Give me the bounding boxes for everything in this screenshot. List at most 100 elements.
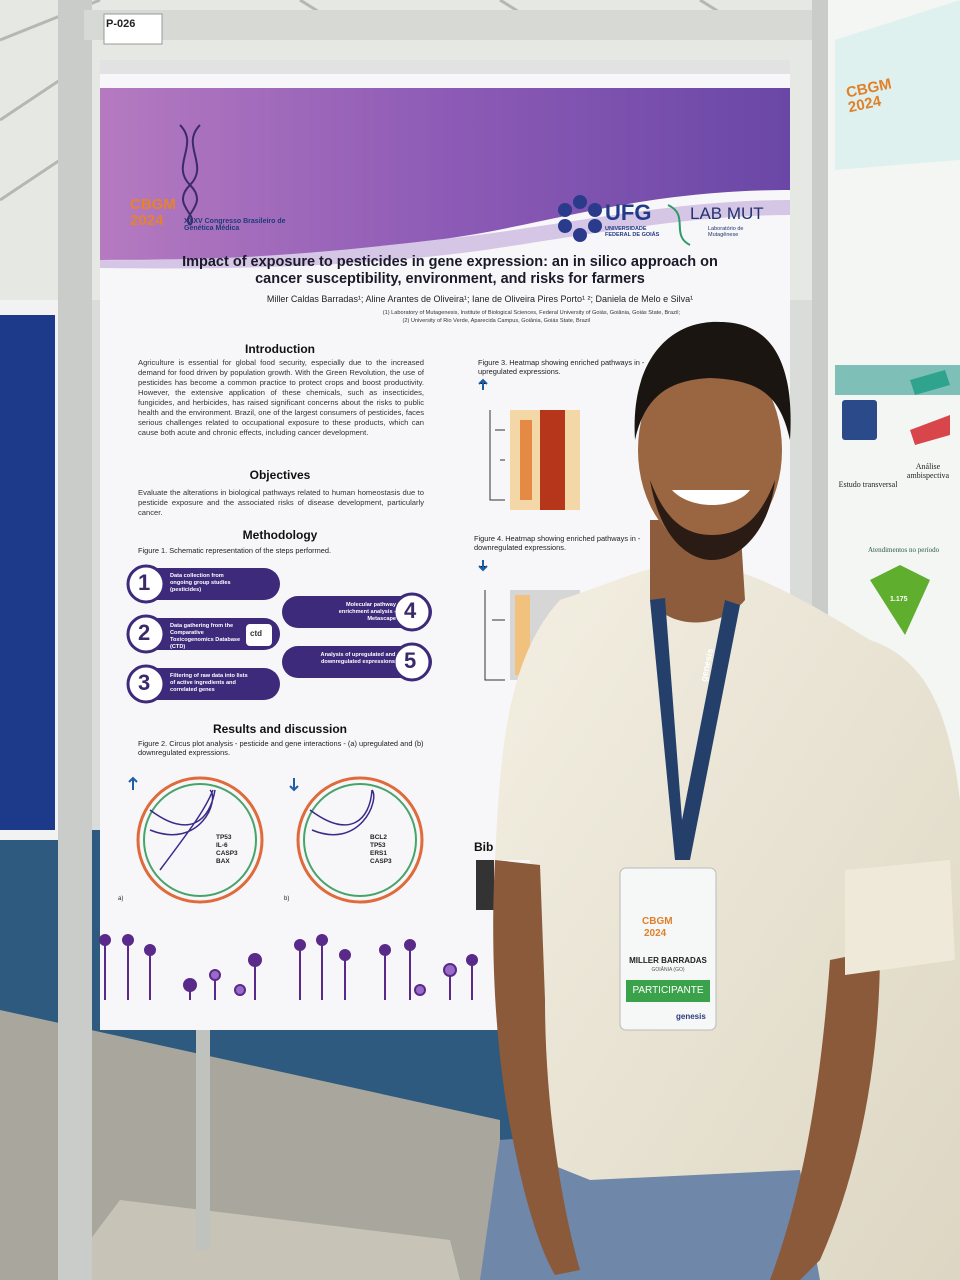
shape [126,614,166,654]
badge-sponsor: genesis [676,1012,706,1021]
ctd-logo: ctd [250,629,262,638]
shape [588,203,602,217]
gene-label: CASP3 [370,858,392,865]
introduction-text: Agriculture is essential for global food… [138,358,424,437]
shape [573,228,587,242]
lanyard [650,598,740,860]
header-wave [100,200,790,269]
badge [619,867,717,1031]
gene-label: BAX [216,858,230,865]
shape [489,410,505,501]
shape [182,124,201,226]
gene-label: ERS1 [370,850,387,857]
step-text: Data collection from ongoing group studi… [170,573,231,593]
section-heading: Bib [474,840,494,854]
badge-role: PARTICIPANTE [632,985,704,996]
side-count: 1.175 [890,596,908,603]
shape [296,776,424,904]
shape [316,934,328,946]
shape [248,953,262,967]
shape [126,564,166,604]
shape [478,560,488,572]
panel-label: b) [284,896,290,902]
shape [130,668,280,700]
step-number: 3 [138,670,151,695]
shape [289,778,299,792]
circus-plots [128,776,424,904]
shape [443,963,457,977]
shape [246,624,272,646]
floor-tile [60,1200,460,1280]
right-arm [770,950,880,1280]
shape [128,776,138,790]
decorative-lollipops [99,934,478,1000]
shape [478,378,488,390]
badge-role-band [626,980,710,1002]
step-number: 4 [404,598,417,623]
shape [144,944,156,956]
figure-caption: Figure 3. Heatmap showing enriched pathw… [478,358,645,376]
neighbor-poster-body [0,315,55,830]
poster-title: Impact of exposure to pesticides in gene… [182,254,718,287]
event-logo-year: 2024 [130,212,164,229]
frame-leg [196,1030,210,1250]
panel-label: a) [118,896,124,902]
badge-city: GOIÂNIA (GO) [651,967,685,973]
section-heading: Objectives [249,468,311,482]
step-text: Data gathering from the Comparative Toxi… [170,623,241,650]
poster-header [100,88,790,260]
event-logo-art [179,124,201,226]
hair [634,321,791,440]
shape [122,934,134,946]
lab-subtitle: Laboratório de Mutagênese [708,226,744,238]
gene-label: CASP3 [216,850,238,857]
shape [0,78,61,122]
booth-label: P-026 [106,18,136,30]
gene-label: IL-6 [216,842,228,849]
shape [392,592,432,632]
shape [466,954,478,966]
event-logo-name: CBGM [130,196,176,213]
objectives-text: Evaluate the alterations in biological p… [138,488,424,517]
gene-label: TP53 [216,834,232,841]
side-poster-header [835,0,960,170]
affiliation: (2) University of Rio Verde, Aparecida C… [402,318,590,324]
step-text: Filtering of raw data into lists of acti… [170,673,248,693]
smile [672,490,750,505]
shape [588,219,602,233]
poster-rod [100,60,790,74]
side-arrow [910,370,950,395]
booth-tag [103,13,163,45]
sleeve [845,860,955,975]
shape [414,984,426,996]
badge-year: 2024 [644,928,667,939]
shape [520,420,532,500]
side-icon [842,400,877,440]
person [480,321,960,1280]
section-heading: Introduction [245,342,315,356]
section-heading: Methodology [242,528,318,542]
shape [303,783,417,897]
shape [404,939,416,951]
ufg-hex-logo [558,195,602,242]
lab-logo-art [667,204,691,246]
shape [0,158,61,202]
section-heading: Results and discussion [212,722,348,736]
left-arm [493,860,580,1275]
shape [558,219,572,233]
step-number: 5 [404,648,417,673]
shape [392,642,432,682]
shape [294,939,306,951]
side-period-label: Atendimentos no período [868,546,940,554]
ufg-subtitle: UNIVERSIDADE FEDERAL DE GOIÁS [605,226,660,238]
shape [136,776,264,904]
side-label: Estudo transversal [838,480,898,489]
event-logo-subtitle: XXXV Congresso Brasileiro de Genética Mé… [184,218,286,232]
figure-caption: Figure 1. Schematic representation of th… [138,546,332,555]
step-number: 2 [138,620,151,645]
badge-event: CBGM [642,916,673,927]
shape [126,664,166,704]
badge-name: MILLER BARRADAS [629,956,707,965]
side-map [870,565,930,635]
